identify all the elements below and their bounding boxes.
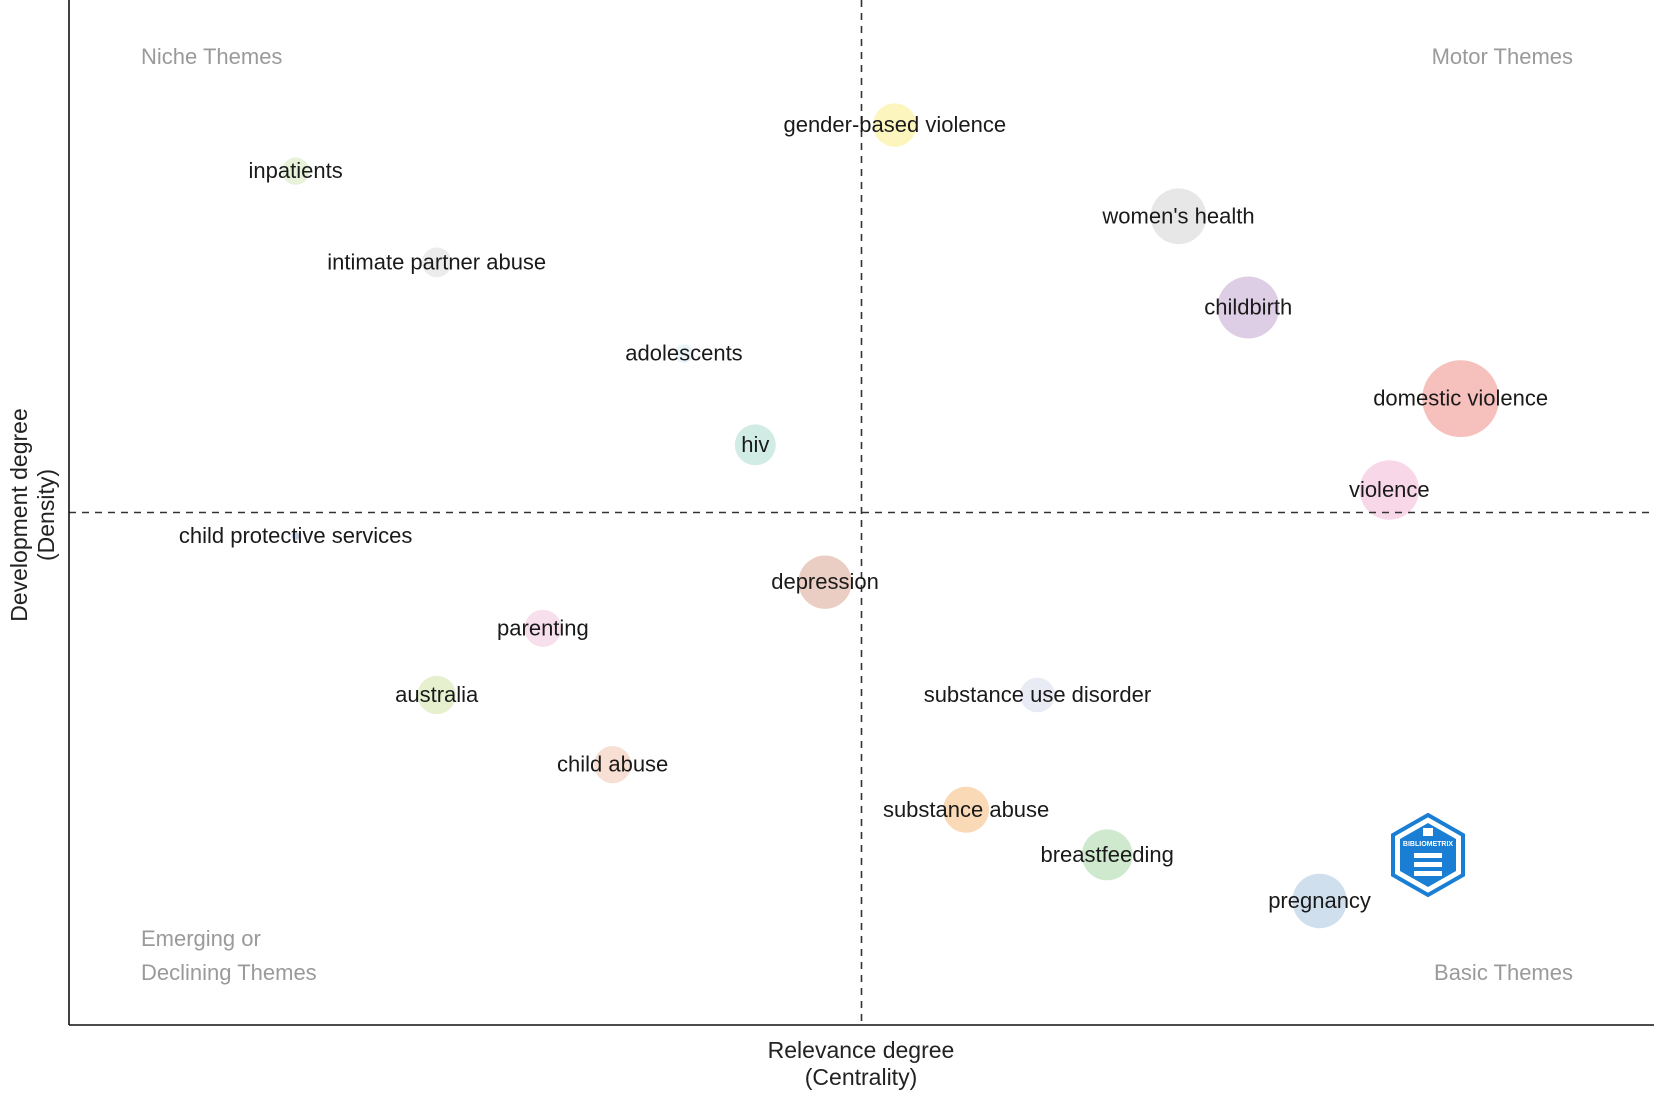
bubble-violence [1359, 460, 1420, 520]
labels-layer: gender-based violence inpatients women's h… [179, 112, 1548, 913]
bubble-label-child-abuse: child abuse [557, 752, 668, 777]
bubble-label-substance-use-disorder: substance use disorder [924, 682, 1151, 707]
bubble-pregnancy [1292, 873, 1347, 929]
bubble-gender-based-violence [873, 103, 917, 147]
bubble-women-s-health [1150, 188, 1207, 245]
quadrant-label-niche: Niche Themes [141, 44, 282, 69]
bubble-label-gender-based-violence: gender-based violence [783, 112, 1006, 137]
bubble-australia [417, 675, 456, 715]
y-axis-title: Development degree [6, 408, 32, 622]
y-axis-subtitle: (Density) [33, 469, 59, 561]
bubble-label-domestic-violence: domestic violence [1373, 386, 1548, 411]
bubble-label-adolescents: adolescents [625, 341, 742, 366]
bubble-breastfeeding [1081, 829, 1133, 881]
bubble-intimate-partner-abuse [421, 247, 452, 278]
bubble-hiv [734, 424, 776, 466]
bubble-domestic-violence [1422, 360, 1500, 438]
bubble-label-hiv: hiv [741, 432, 769, 457]
bubble-adolescents [674, 344, 694, 363]
bibliometrix-logo: BIBLIOMETRIX [1391, 812, 1465, 898]
quadrant-label-motor: Motor Themes [1432, 44, 1573, 69]
quadrant-label-emerging-line1: Emerging or [141, 926, 261, 951]
bubble-childbirth [1217, 276, 1280, 339]
bubble-inpatients [282, 157, 310, 185]
bubble-label-australia: australia [395, 682, 479, 707]
bubble-label-intimate-partner-abuse: intimate partner abuse [327, 249, 546, 274]
bubble-label-parenting: parenting [497, 615, 589, 640]
bubble-substance-abuse [943, 786, 990, 833]
bubble-label-violence: violence [1349, 477, 1430, 502]
bubble-label-pregnancy: pregnancy [1268, 888, 1371, 913]
bubble-child-protective-services [291, 532, 300, 541]
quadrant-label-basic: Basic Themes [1434, 960, 1573, 985]
bubble-substance-use-disorder [1020, 677, 1055, 713]
bubble-label-substance-abuse: substance abuse [883, 797, 1049, 822]
bubble-label-childbirth: childbirth [1204, 295, 1292, 320]
bubble-depression [798, 555, 852, 609]
bubble-label-child-protective-services: child protective services [179, 523, 413, 548]
x-axis-title: Relevance degree [768, 1037, 955, 1063]
bubble-parenting [524, 609, 562, 647]
bubble-label-breastfeeding: breastfeeding [1041, 842, 1174, 867]
bubble-label-depression: depression [771, 569, 879, 594]
bubble-child-abuse [594, 746, 632, 784]
quadrant-label-emerging-line2: Declining Themes [141, 960, 317, 985]
bubble-label-inpatients: inpatients [249, 158, 343, 183]
bubbles-layer [282, 103, 1500, 929]
logo-text: BIBLIOMETRIX [1403, 841, 1453, 848]
x-axis-subtitle: (Centrality) [805, 1064, 917, 1090]
bubble-label-women-s-health: women's health [1101, 203, 1254, 228]
